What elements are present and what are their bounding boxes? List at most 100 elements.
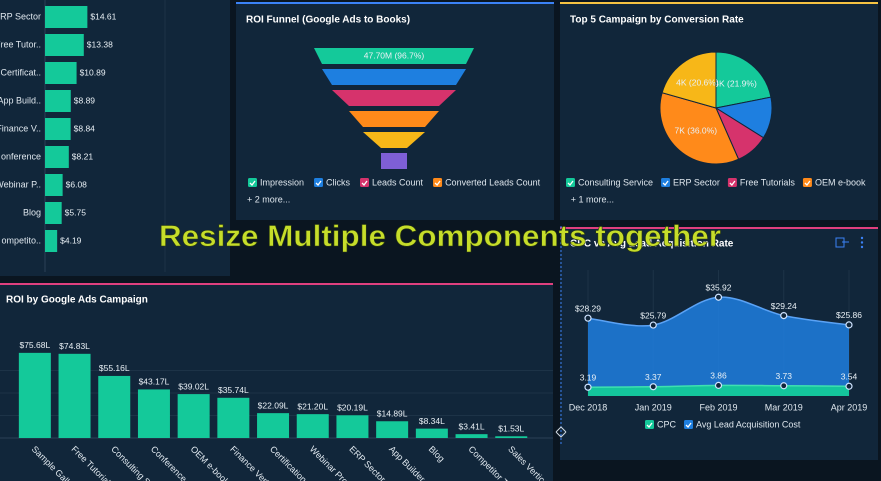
y-tick-label: Free Tutor.. [0, 39, 41, 49]
x-tick-label: Jan 2019 [635, 402, 672, 412]
legend-checkbox [360, 178, 370, 187]
bar [18, 352, 51, 438]
overlay-caption: Resize Multiple Components together [159, 220, 721, 253]
bar [257, 413, 290, 438]
bar [217, 397, 250, 438]
legend-label: Impression [260, 177, 304, 187]
data-label: $13.38 [87, 39, 113, 49]
point [845, 382, 853, 390]
legend-label: Leads Count [372, 177, 424, 187]
export-icon[interactable] [835, 237, 849, 248]
legend-checkbox [248, 178, 257, 187]
legend-check [646, 422, 653, 428]
data-label: $8.89 [74, 95, 96, 105]
point [780, 311, 788, 320]
chart-title: Top 5 Campaign by Conversion Rate [570, 15, 744, 26]
y-tick-label: ompetito.. [1, 235, 41, 245]
bar [45, 146, 69, 168]
legend-checkbox [566, 178, 575, 187]
legend-check [729, 180, 736, 186]
data-label: $5.75 [65, 207, 87, 217]
x-tick-label: Feb 2019 [699, 402, 737, 412]
legend-checkbox [314, 178, 324, 187]
legend-checkbox [645, 420, 654, 429]
menu-icon[interactable] [860, 236, 864, 249]
y-tick-label: Blog [23, 207, 41, 217]
x-tick-label: Dec 2018 [569, 402, 608, 412]
panel-border [236, 2, 554, 4]
bar [495, 436, 528, 438]
pie-slice [661, 51, 717, 109]
funnel-stage [322, 69, 466, 85]
data-label: 7K (36.0%) [675, 125, 718, 135]
x-tick-label: Apr 2019 [831, 402, 868, 412]
data-label: 4K (20.6%) [676, 78, 719, 88]
data-label: $6.08 [66, 179, 88, 189]
bar [58, 353, 91, 438]
bar [415, 428, 448, 438]
panel-border [560, 2, 878, 4]
legend-label: ERP Sector [673, 177, 720, 187]
point [584, 383, 592, 391]
legend-label: Avg Lead Acquisition Cost [696, 419, 801, 429]
data-label: $29.24 [771, 301, 797, 311]
data-label: $39.02L [178, 381, 209, 391]
data-label: $14.61 [90, 11, 116, 21]
pie-slice [659, 92, 740, 165]
legend-check [361, 180, 368, 186]
y-tick-label: Finance V.. [0, 123, 41, 133]
data-label: $25.86 [836, 310, 862, 320]
pie-slice [715, 51, 772, 109]
area [588, 297, 849, 396]
legend-label: OEM e-book [815, 177, 866, 187]
bar [455, 434, 488, 438]
legend-more[interactable]: + 1 more... [571, 194, 614, 204]
panel-border [560, 227, 878, 229]
data-label: $28.29 [575, 303, 601, 313]
data-label: 3.37 [645, 372, 662, 382]
chart-title: ROI by Google Ads Campaign [6, 295, 148, 306]
bar [45, 62, 77, 84]
data-label: $1.53L [498, 424, 524, 434]
bar [98, 375, 131, 438]
legend-more[interactable]: + 2 more... [247, 194, 290, 204]
chart-title: ROI Funnel (Google Ads to Books) [246, 15, 410, 26]
funnel-stage [332, 90, 456, 106]
legend-label: Consulting Service [578, 177, 653, 187]
legend-check [685, 422, 692, 428]
bar [45, 202, 62, 224]
y-tick-label: Certificat.. [0, 67, 41, 77]
data-label: $22.09L [258, 400, 289, 410]
legend-label: CPC [657, 419, 677, 429]
panel [0, 283, 553, 481]
point [780, 382, 788, 390]
bar [296, 414, 329, 438]
data-label: 3.54 [841, 372, 858, 382]
legend-label: Clicks [326, 177, 350, 187]
bar [376, 421, 409, 438]
panel [0, 0, 230, 276]
funnel-stage [363, 132, 425, 148]
point [714, 381, 723, 389]
point [649, 321, 657, 329]
y-tick-label: App Build.. [0, 95, 41, 105]
data-label: $8.84 [74, 123, 96, 133]
y-tick-label: onference [1, 151, 41, 161]
bar [177, 394, 210, 438]
data-label: 3.73 [775, 371, 792, 381]
legend-check [662, 180, 669, 186]
chart-title: CPC vs Avg Lead Acquisition Rate [570, 239, 734, 250]
data-label: $25.79 [640, 310, 666, 320]
bar [45, 34, 84, 56]
panel-border [0, 283, 553, 285]
legend-checkbox [684, 420, 694, 429]
data-label: 3.86 [710, 371, 727, 381]
y-tick-label: Webinar P.. [0, 179, 41, 189]
resize-handle[interactable] [555, 426, 567, 438]
data-label: $74.83L [59, 341, 90, 351]
data-label: 3.19 [580, 372, 597, 382]
data-label: $14.89L [377, 408, 408, 418]
data-label: $21.20L [297, 401, 328, 411]
data-label: $20.19L [337, 403, 368, 413]
